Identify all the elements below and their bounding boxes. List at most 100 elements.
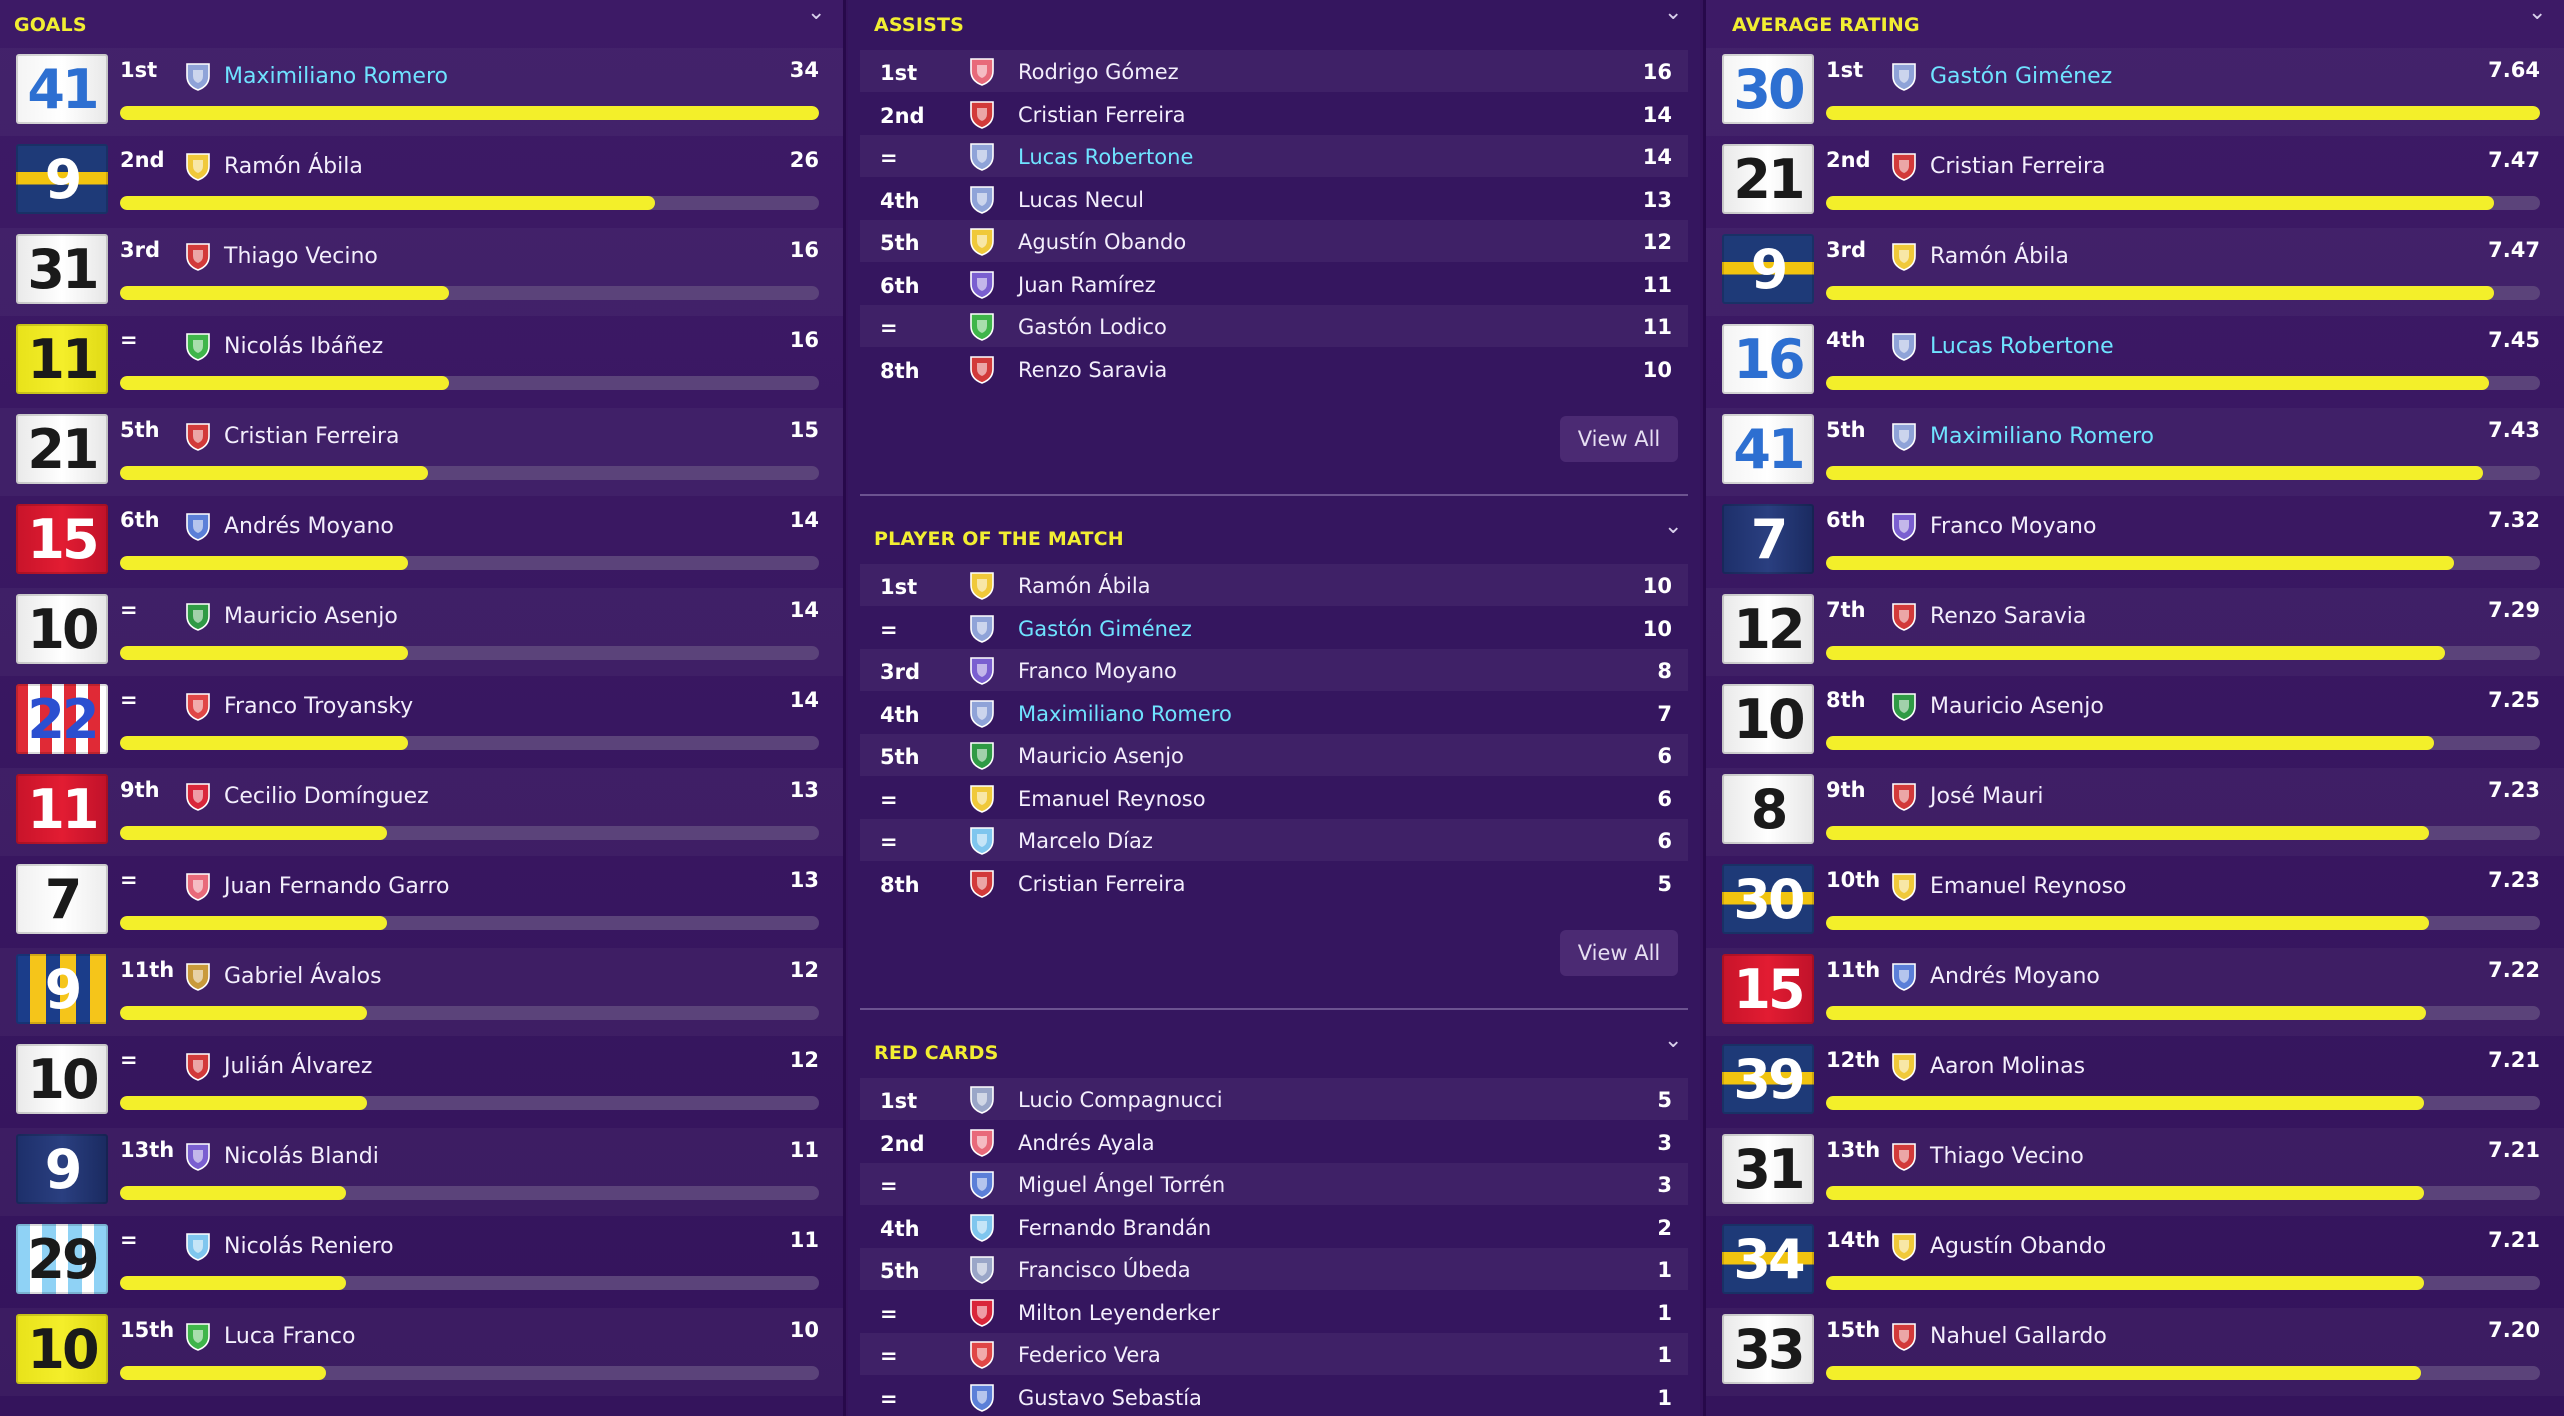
player-row[interactable]: 33 15th Nahuel Gallardo 7.20 (1706, 1308, 2564, 1396)
player-row[interactable]: 9 11th Gabriel Ávalos 12 (0, 948, 843, 1036)
chevron-down-icon[interactable]: ⌄ (2528, 0, 2547, 25)
player-name-link[interactable]: Lucio Compagnucci (1018, 1088, 1223, 1112)
player-name-link[interactable]: Federico Vera (1018, 1343, 1161, 1367)
player-row[interactable]: 15 11th Andrés Moyano 7.22 (1706, 948, 2564, 1036)
chevron-down-icon[interactable]: ⌄ (807, 0, 826, 25)
player-name-link[interactable]: Andrés Ayala (1018, 1130, 1155, 1155)
player-name-link[interactable]: Mauricio Asenjo (224, 604, 398, 629)
player-name-link[interactable]: Fernando Brandán (1018, 1215, 1212, 1240)
player-row[interactable]: 21 2nd Cristian Ferreira 7.47 (1706, 138, 2564, 226)
player-name-link[interactable]: Cristian Ferreira (224, 424, 400, 449)
player-name-link[interactable]: Nicolás Reniero (224, 1234, 394, 1259)
player-name-link[interactable]: Cecilio Domínguez (224, 784, 429, 809)
player-name-link[interactable]: Juan Fernando Garro (224, 874, 450, 899)
player-name-link[interactable]: Lucas Robertone (1018, 145, 1194, 169)
player-row[interactable]: 39 12th Aaron Molinas 7.21 (1706, 1038, 2564, 1126)
player-row[interactable]: 8th Renzo Saravia 10 (860, 348, 1688, 390)
player-name-link[interactable]: Ramón Ábila (1930, 244, 2069, 269)
player-name-link[interactable]: Andrés Moyano (1930, 964, 2100, 989)
assists-view-all-button[interactable]: View All (1560, 416, 1678, 462)
player-name-link[interactable]: Maximiliano Romero (224, 64, 448, 89)
player-row[interactable]: 11 9th Cecilio Domínguez 13 (0, 768, 843, 856)
player-name-link[interactable]: Renzo Saravia (1930, 604, 2087, 629)
player-name-link[interactable]: Thiago Vecino (1930, 1144, 2084, 1169)
player-row[interactable]: = Gastón Lodico 11 (860, 305, 1688, 347)
player-name-link[interactable]: Nahuel Gallardo (1930, 1324, 2107, 1349)
chevron-down-icon[interactable]: ⌄ (1664, 0, 1683, 25)
player-row[interactable]: 34 14th Agustín Obando 7.21 (1706, 1218, 2564, 1306)
potm-view-all-button[interactable]: View All (1560, 930, 1678, 976)
player-row[interactable]: 8th Cristian Ferreira 5 (860, 862, 1688, 904)
player-row[interactable]: 5th Agustín Obando 12 (860, 220, 1688, 262)
player-row[interactable]: 4th Maximiliano Romero 7 (860, 692, 1688, 734)
player-name-link[interactable]: Thiago Vecino (224, 244, 378, 269)
player-name-link[interactable]: Cristian Ferreira (1930, 154, 2106, 179)
player-name-link[interactable]: Francisco Úbeda (1018, 1258, 1191, 1282)
player-row[interactable]: 2nd Cristian Ferreira 14 (860, 93, 1688, 135)
player-row[interactable]: 22 = Franco Troyansky 14 (0, 678, 843, 766)
player-name-link[interactable]: Cristian Ferreira (1018, 871, 1186, 896)
player-name-link[interactable]: Miguel Ángel Torrén (1018, 1173, 1226, 1197)
player-name-link[interactable]: Franco Troyansky (224, 694, 414, 719)
player-row[interactable]: 9 2nd Ramón Ábila 26 (0, 138, 843, 226)
chevron-down-icon[interactable]: ⌄ (1664, 1028, 1683, 1053)
player-name-link[interactable]: Luca Franco (224, 1324, 356, 1349)
player-row[interactable]: 5th Mauricio Asenjo 6 (860, 734, 1688, 776)
player-row[interactable]: 12 7th Renzo Saravia 7.29 (1706, 588, 2564, 676)
player-name-link[interactable]: Gustavo Sebastía (1018, 1385, 1202, 1410)
player-row[interactable]: = Emanuel Reynoso 6 (860, 777, 1688, 819)
player-row[interactable]: 15 6th Andrés Moyano 14 (0, 498, 843, 586)
player-name-link[interactable]: Aaron Molinas (1930, 1054, 2086, 1079)
player-name-link[interactable]: Mauricio Asenjo (1018, 744, 1184, 768)
player-name-link[interactable]: Ramón Ábila (1018, 574, 1151, 598)
player-row[interactable]: 5th Francisco Úbeda 1 (860, 1248, 1688, 1290)
player-row[interactable]: 9 3rd Ramón Ábila 7.47 (1706, 228, 2564, 316)
player-name-link[interactable]: Agustín Obando (1018, 230, 1187, 254)
player-row[interactable]: 11 = Nicolás Ibáñez 16 (0, 318, 843, 406)
player-row[interactable]: 29 = Nicolás Reniero 11 (0, 1218, 843, 1306)
player-row[interactable]: 41 5th Maximiliano Romero 7.43 (1706, 408, 2564, 496)
player-name-link[interactable]: Marcelo Díaz (1018, 829, 1153, 853)
player-name-link[interactable]: Milton Leyenderker (1018, 1300, 1220, 1325)
player-name-link[interactable]: Nicolás Blandi (224, 1144, 379, 1169)
player-row[interactable]: 7 = Juan Fernando Garro 13 (0, 858, 843, 946)
player-row[interactable]: = Gustavo Sebastía 1 (860, 1376, 1688, 1416)
player-name-link[interactable]: Emanuel Reynoso (1018, 786, 1206, 811)
player-name-link[interactable]: Ramón Ábila (224, 154, 363, 179)
player-name-link[interactable]: Franco Moyano (1018, 659, 1177, 683)
player-row[interactable]: 10 15th Luca Franco 10 (0, 1308, 843, 1396)
player-name-link[interactable]: Gastón Giménez (1018, 616, 1192, 641)
player-row[interactable]: = Lucas Robertone 14 (860, 135, 1688, 177)
player-name-link[interactable]: Juan Ramírez (1018, 272, 1156, 297)
player-row[interactable]: 10 8th Mauricio Asenjo 7.25 (1706, 678, 2564, 766)
player-name-link[interactable]: Gabriel Ávalos (224, 964, 382, 989)
player-row[interactable]: 10 = Julián Álvarez 12 (0, 1038, 843, 1126)
player-row[interactable]: 4th Fernando Brandán 2 (860, 1206, 1688, 1248)
player-name-link[interactable]: Renzo Saravia (1018, 357, 1168, 382)
player-name-link[interactable]: Gastón Giménez (1930, 64, 2113, 89)
player-row[interactable]: 1st Rodrigo Gómez 16 (860, 50, 1688, 92)
player-name-link[interactable]: Andrés Moyano (224, 514, 394, 539)
player-name-link[interactable]: Lucas Robertone (1930, 334, 2114, 359)
player-row[interactable]: 30 10th Emanuel Reynoso 7.23 (1706, 858, 2564, 946)
player-row[interactable]: 2nd Andrés Ayala 3 (860, 1121, 1688, 1163)
player-name-link[interactable]: Cristian Ferreira (1018, 102, 1186, 127)
player-name-link[interactable]: Gastón Lodico (1018, 315, 1167, 339)
player-row[interactable]: 41 1st Maximiliano Romero 34 (0, 48, 843, 136)
player-name-link[interactable]: Mauricio Asenjo (1930, 694, 2104, 719)
player-row[interactable]: 31 13th Thiago Vecino 7.21 (1706, 1128, 2564, 1216)
player-row[interactable]: = Federico Vera 1 (860, 1333, 1688, 1375)
player-name-link[interactable]: Franco Moyano (1930, 514, 2097, 539)
player-row[interactable]: 4th Lucas Necul 13 (860, 178, 1688, 220)
player-name-link[interactable]: José Mauri (1930, 784, 2044, 809)
player-row[interactable]: = Gastón Giménez 10 (860, 607, 1688, 649)
player-row[interactable]: 10 = Mauricio Asenjo 14 (0, 588, 843, 676)
player-row[interactable]: 9 13th Nicolás Blandi 11 (0, 1128, 843, 1216)
player-name-link[interactable]: Emanuel Reynoso (1930, 874, 2127, 899)
chevron-down-icon[interactable]: ⌄ (1664, 514, 1683, 539)
player-row[interactable]: 8 9th José Mauri 7.23 (1706, 768, 2564, 856)
player-name-link[interactable]: Maximiliano Romero (1018, 701, 1232, 726)
player-row[interactable]: 21 5th Cristian Ferreira 15 (0, 408, 843, 496)
player-name-link[interactable]: Maximiliano Romero (1930, 424, 2154, 449)
player-row[interactable]: 6th Juan Ramírez 11 (860, 263, 1688, 305)
